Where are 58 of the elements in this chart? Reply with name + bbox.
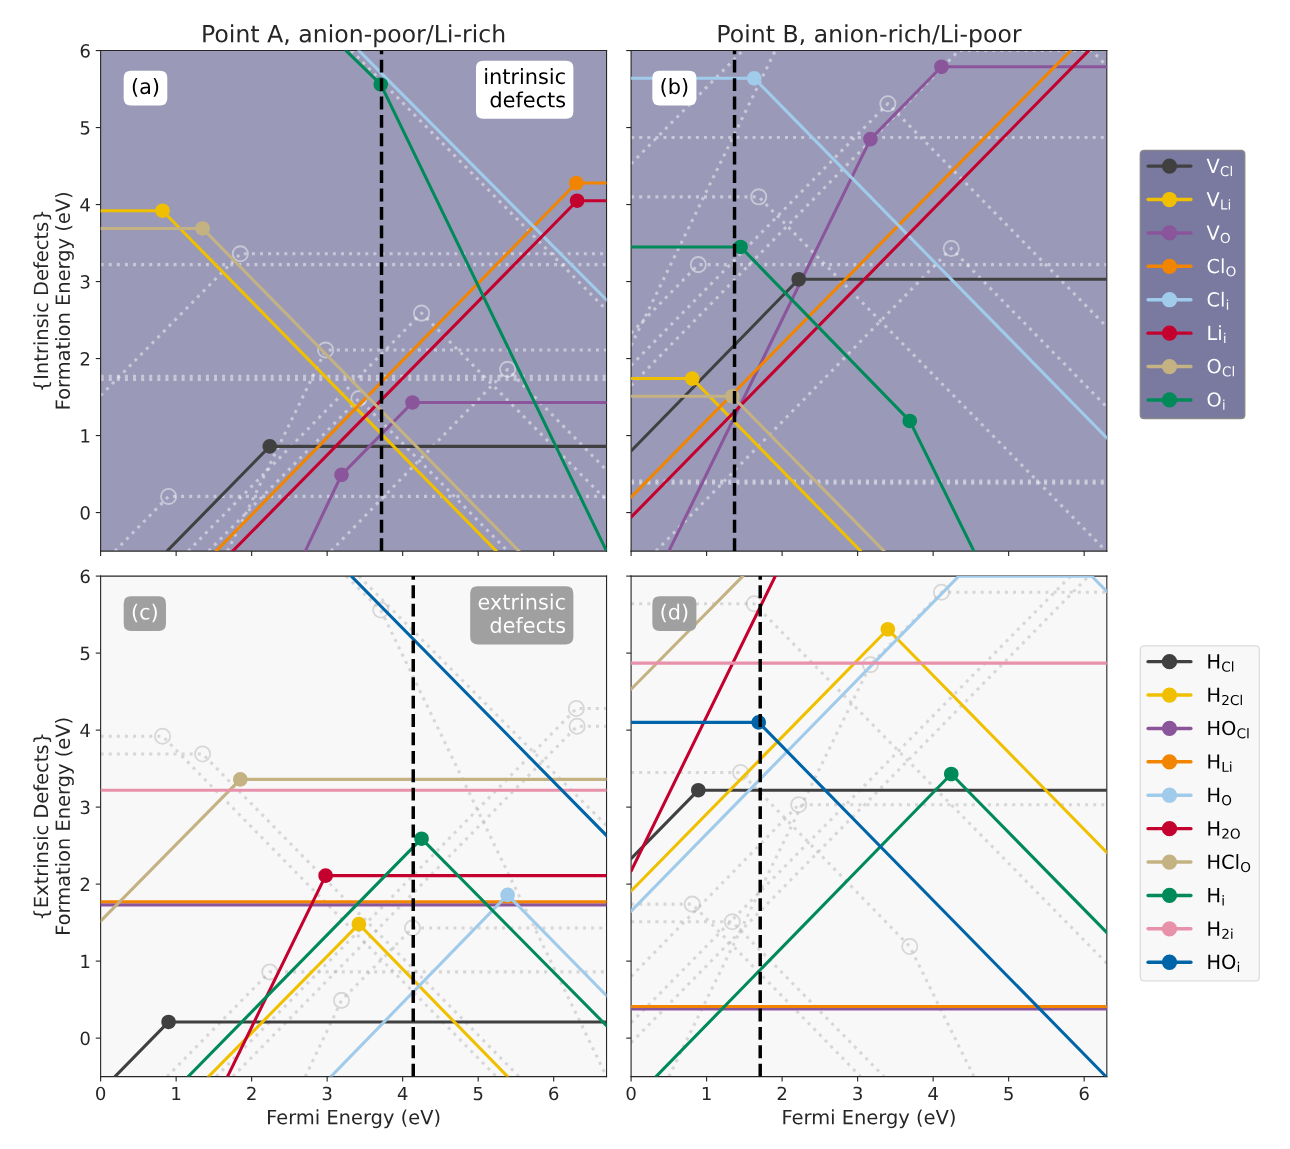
x-tick-label: 5: [1004, 1086, 1013, 1101]
x-tick-label: 0: [96, 1086, 106, 1101]
x-axis-title: Fermi Energy (eV): [268, 1109, 440, 1129]
x-axis-title: Fermi Energy (eV): [783, 1109, 955, 1129]
x-tick-label: 5: [473, 1086, 483, 1101]
y-tick-label: 3: [80, 275, 90, 289]
y-tick-label: 5: [80, 646, 90, 661]
legend-label: Li$_{i}$: [1208, 325, 1226, 344]
legend-label: HO$_{i}$: [1208, 954, 1240, 973]
x-tick-label: 6: [1079, 1086, 1089, 1101]
y-axis-title: {Extrinsic Defects} Formation Energy (eV): [33, 718, 74, 934]
annotation: (b): [661, 78, 688, 97]
annotation: intrinsic defects: [485, 68, 566, 108]
y-tick-label: 1: [81, 429, 90, 443]
y-tick-label: 2: [80, 352, 90, 366]
x-tick-label: 1: [702, 1086, 711, 1101]
annotation: (a): [132, 78, 159, 97]
y-tick-label: 3: [80, 800, 90, 815]
annotation: (d): [661, 603, 688, 623]
x-tick-label: 4: [397, 1086, 408, 1101]
x-tick-label: 1: [172, 1086, 181, 1101]
y-tick-label: 6: [80, 569, 90, 584]
annotation: extrinsic defects: [478, 593, 566, 634]
legend-label: V$_{O}$: [1206, 225, 1230, 244]
x-tick-label: 2: [777, 1086, 787, 1101]
chart-title: Point A, anion-poor/Li-rich: [203, 24, 505, 48]
y-tick-label: 4: [80, 723, 90, 737]
y-tick-label: 6: [80, 44, 90, 58]
x-tick-label: 2: [247, 1086, 256, 1101]
x-tick-label: 3: [322, 1086, 332, 1101]
legend-label: H$_{2i}$: [1208, 921, 1233, 939]
legend-label: H$_{O}$: [1208, 787, 1232, 806]
legend-label: O$_{i}$: [1207, 392, 1225, 410]
annotation: (c): [132, 603, 157, 623]
x-tick-label: 0: [626, 1086, 636, 1101]
y-tick-label: 1: [81, 954, 90, 968]
y-tick-label: 4: [80, 198, 90, 212]
y-tick-label: 5: [80, 121, 90, 135]
legend-label: H$_{2Cl}$: [1208, 687, 1242, 706]
x-tick-label: 6: [549, 1086, 559, 1101]
x-tick-label: 4: [928, 1086, 938, 1101]
x-tick-label: 3: [853, 1086, 862, 1101]
y-tick-label: 0: [80, 1031, 90, 1046]
legend-label: Cl$_{i}$: [1207, 291, 1229, 310]
legend-label: Cl$_{O}$: [1207, 258, 1236, 277]
legend-label: V$_{Li}$: [1206, 192, 1231, 210]
chart-title: Point B, anion-rich/Li-poor: [718, 24, 1022, 48]
legend-label: H$_{Cl}$: [1208, 654, 1234, 672]
legend-label: O$_{Cl}$: [1207, 358, 1234, 377]
legend-label: V$_{Cl}$: [1206, 158, 1232, 177]
legend-label: H$_{Li}$: [1208, 754, 1232, 772]
legend-label: H$_{2O}$: [1208, 821, 1240, 839]
y-tick-label: 2: [80, 877, 90, 891]
legend-label: H$_{i}$: [1208, 888, 1224, 906]
y-tick-label: 0: [80, 506, 90, 520]
legend-label: HO$_{Cl}$: [1208, 720, 1249, 739]
y-axis-title: {Intrinsic Defects} Formation Energy (eV): [33, 192, 74, 409]
legend-label: HCl$_{O}$: [1208, 854, 1251, 873]
